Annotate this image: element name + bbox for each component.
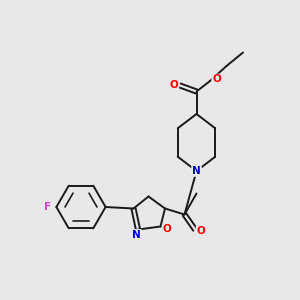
Text: O: O: [196, 226, 206, 236]
Text: O: O: [212, 74, 221, 85]
Text: N: N: [192, 166, 201, 176]
Text: N: N: [132, 230, 141, 240]
Text: O: O: [169, 80, 178, 91]
Text: O: O: [163, 224, 172, 235]
Text: F: F: [44, 202, 52, 212]
